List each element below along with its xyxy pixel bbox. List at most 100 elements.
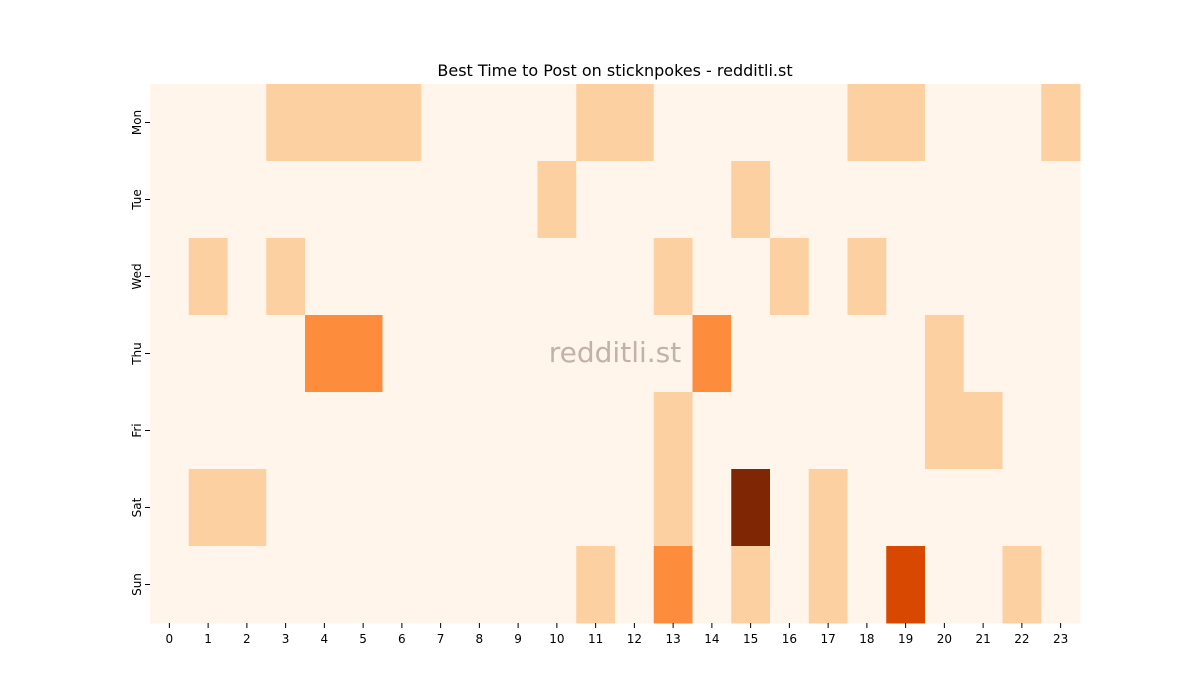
- heatmap-cell: [576, 315, 616, 393]
- heatmap-cell: [150, 84, 190, 162]
- heatmap-cell: [537, 546, 577, 624]
- heatmap-cell: [266, 392, 306, 470]
- x-axis-ticks: 0 1 2 3 4 5 6 7 8 9 10 11 12 13 14 15 16 17 18 19 20 21 22 23: [166, 623, 1068, 646]
- x-tick-label: 16: [782, 632, 797, 646]
- heatmap-cell: [266, 469, 306, 547]
- x-tick-label: 2: [243, 632, 251, 646]
- heatmap-cell: [421, 546, 461, 624]
- heatmap-cell: [537, 238, 577, 316]
- heatmap-cell: [886, 315, 926, 393]
- heatmap-cell: [731, 546, 771, 624]
- heatmap-cell: [731, 161, 771, 239]
- heatmap-cell: [421, 84, 461, 162]
- heatmap-cell: [382, 161, 422, 239]
- y-tick-label: Sat: [130, 497, 144, 517]
- heatmap-cell: [770, 392, 810, 470]
- x-tick-label: 15: [743, 632, 758, 646]
- y-tick-label: Thu: [130, 342, 144, 366]
- heatmap-cell: [227, 392, 267, 470]
- heatmap-cell: [615, 84, 655, 162]
- heatmap-cell: [266, 84, 306, 162]
- heatmap-cell: [886, 84, 926, 162]
- heatmap-cell: [421, 238, 461, 316]
- heatmap-cell: [343, 392, 383, 470]
- heatmap-cell: [343, 238, 383, 316]
- heatmap-cell: [1041, 469, 1081, 547]
- heatmap-cell: [615, 546, 655, 624]
- heatmap-cell: [537, 315, 577, 393]
- heatmap-cell: [692, 315, 732, 393]
- x-tick-label: 6: [398, 632, 406, 646]
- x-tick-label: 9: [514, 632, 522, 646]
- x-tick-label: 5: [359, 632, 367, 646]
- heatmap-cell: [498, 161, 538, 239]
- heatmap-cell: [1002, 315, 1042, 393]
- heatmap-cell: [653, 315, 693, 393]
- y-tick-label: Mon: [130, 110, 144, 135]
- heatmap-cell: [305, 392, 345, 470]
- heatmap-cell: [1041, 238, 1081, 316]
- heatmap-cell: [925, 546, 965, 624]
- heatmap-cell: [227, 469, 267, 547]
- heatmap-cell: [1002, 546, 1042, 624]
- heatmap-cell: [537, 161, 577, 239]
- heatmap-cell: [731, 392, 771, 470]
- heatmap-cell: [188, 546, 228, 624]
- heatmap-cell: [1002, 84, 1042, 162]
- heatmap-cell: [343, 469, 383, 547]
- heatmap-cell: [498, 315, 538, 393]
- heatmap-cell: [1002, 238, 1042, 316]
- x-tick-label: 10: [549, 632, 564, 646]
- heatmap-cell: [421, 315, 461, 393]
- heatmap-cell: [305, 546, 345, 624]
- heatmap-cell: [847, 469, 887, 547]
- heatmap-cell: [808, 315, 848, 393]
- watermark-text: redditli.st: [549, 336, 681, 369]
- heatmap-cell: [692, 161, 732, 239]
- heatmap-cell: [731, 315, 771, 393]
- heatmap-cell: [421, 392, 461, 470]
- y-tick-label: Sun: [130, 573, 144, 596]
- heatmap-cell: [150, 238, 190, 316]
- heatmap-cell: [150, 315, 190, 393]
- heatmap-cell: [188, 161, 228, 239]
- heatmap-cell: [498, 238, 538, 316]
- heatmap-cell: [770, 315, 810, 393]
- x-tick-label: 13: [665, 632, 680, 646]
- heatmap-cell: [963, 315, 1003, 393]
- heatmap-cell: [808, 392, 848, 470]
- heatmap-cell: [808, 546, 848, 624]
- heatmap-cell: [227, 238, 267, 316]
- heatmap-cell: [770, 469, 810, 547]
- heatmap-cell: [188, 392, 228, 470]
- heatmap-cell: [692, 392, 732, 470]
- heatmap-cell: [498, 392, 538, 470]
- heatmap-cell: [808, 469, 848, 547]
- heatmap-cell: [382, 84, 422, 162]
- heatmap-cell: [770, 546, 810, 624]
- heatmap-cell: [653, 84, 693, 162]
- heatmap-cell: [343, 315, 383, 393]
- heatmap-cell: [692, 546, 732, 624]
- heatmap-cell: [498, 84, 538, 162]
- heatmap-cell: [266, 315, 306, 393]
- heatmap-cell: [925, 84, 965, 162]
- heatmap-cell: [1041, 161, 1081, 239]
- heatmap-cell: [808, 161, 848, 239]
- heatmap-cell: [615, 161, 655, 239]
- heatmap-cell: [576, 238, 616, 316]
- heatmap-cell: [421, 469, 461, 547]
- heatmap-cell: [615, 469, 655, 547]
- heatmap-cell: [266, 161, 306, 239]
- x-tick-label: 19: [898, 632, 913, 646]
- x-tick-label: 22: [1014, 632, 1029, 646]
- heatmap-cell: [963, 392, 1003, 470]
- heatmap-cell: [963, 84, 1003, 162]
- heatmap-cell: [421, 161, 461, 239]
- heatmap-cell: [188, 238, 228, 316]
- heatmap-cell: [305, 315, 345, 393]
- heatmap-cell: [227, 84, 267, 162]
- heatmap-cell: [808, 238, 848, 316]
- heatmap-cell: [576, 392, 616, 470]
- heatmap-cell: [963, 238, 1003, 316]
